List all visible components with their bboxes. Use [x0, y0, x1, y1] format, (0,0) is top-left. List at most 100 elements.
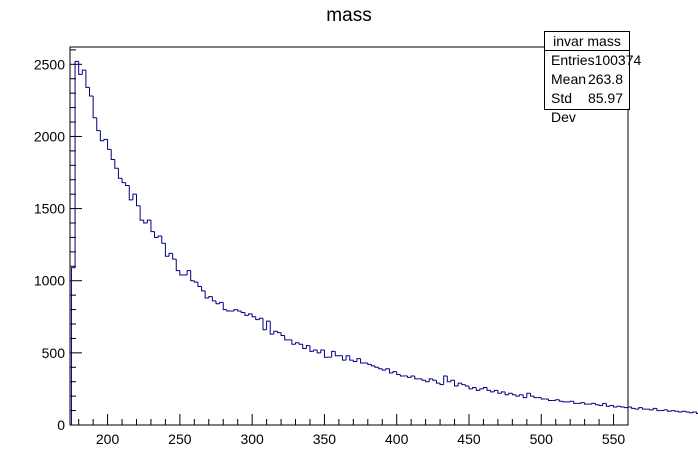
- stats-value-entries: 100374: [594, 52, 642, 68]
- histogram-bin: [193, 280, 198, 283]
- histogram-bin: [678, 411, 683, 413]
- histogram-bin: [70, 267, 76, 425]
- histogram-bin: [602, 402, 607, 406]
- y-tick-label: 500: [42, 345, 66, 361]
- histogram-bin: [692, 411, 697, 413]
- chart-title: mass: [326, 5, 371, 26]
- histogram-bin: [688, 412, 694, 414]
- x-tick-label: 300: [240, 431, 264, 447]
- histogram-bin: [305, 345, 310, 349]
- histogram-bin: [266, 320, 271, 330]
- histogram-bin: [248, 313, 253, 316]
- histogram-bin: [486, 387, 491, 391]
- histogram-bin: [208, 296, 213, 299]
- histogram-bin: [334, 351, 339, 357]
- histogram-bin: [670, 410, 675, 412]
- histogram-bin: [468, 386, 473, 390]
- histogram-bin: [352, 360, 357, 363]
- stats-row-entries: Entries 100374: [545, 51, 641, 70]
- histogram-bin: [547, 399, 553, 401]
- stats-label-stddev: Std Dev: [551, 90, 576, 125]
- histogram-bin: [399, 374, 404, 377]
- x-tick-label: 450: [457, 431, 481, 447]
- stats-box: invar mass Entries 100374 Mean 263.8 Std…: [544, 31, 641, 125]
- histogram-bin: [631, 406, 636, 409]
- histogram-bin: [273, 330, 278, 335]
- histogram-bin: [511, 393, 516, 396]
- histogram-bin: [175, 259, 180, 272]
- histogram-bin: [262, 318, 267, 331]
- histogram-bin: [255, 316, 260, 321]
- histogram-bin: [81, 69, 86, 75]
- histogram-bin: [425, 380, 430, 383]
- histogram-bin: [128, 185, 133, 201]
- histogram-bin: [125, 182, 130, 187]
- histogram-bin: [269, 321, 274, 335]
- histogram-bin: [663, 409, 668, 411]
- stats-label-entries: Entries: [551, 52, 595, 68]
- histogram-bin: [190, 270, 195, 282]
- y-tick-label: 0: [57, 417, 65, 433]
- stats-row-stddev: Std Dev 85.97: [545, 89, 629, 125]
- histogram-bin: [284, 335, 289, 341]
- histogram-bin: [356, 358, 361, 362]
- histogram-bin: [696, 412, 698, 414]
- histogram-bin: [276, 331, 282, 334]
- x-tick-label: 400: [385, 431, 409, 447]
- histogram-bin: [540, 397, 545, 400]
- histogram-bin: [573, 401, 578, 404]
- histogram-bin: [89, 87, 94, 97]
- histogram-bin: [139, 205, 144, 221]
- histogram-bin: [464, 384, 469, 387]
- histogram-bin: [594, 403, 600, 406]
- histogram-bin: [396, 371, 401, 376]
- histogram-bin: [233, 309, 238, 312]
- histogram-bin: [580, 402, 585, 404]
- histogram-bin: [345, 355, 350, 361]
- histogram-bin: [240, 311, 245, 313]
- histogram-bin: [685, 411, 690, 413]
- histogram-bin: [143, 220, 148, 224]
- histogram-bin: [501, 391, 506, 394]
- histogram-bin: [428, 378, 433, 382]
- histogram-bin: [349, 355, 354, 361]
- histogram-bin: [331, 350, 336, 358]
- histogram-bin: [341, 355, 347, 361]
- histogram-bin: [526, 392, 531, 398]
- histogram-bin: [370, 364, 376, 367]
- stats-value-mean: 263.8: [587, 71, 623, 87]
- stats-row-mean: Mean 263.8: [545, 70, 629, 89]
- histogram-bin: [291, 339, 296, 345]
- histogram-bin: [258, 317, 263, 320]
- histogram-bin: [164, 243, 170, 257]
- y-tick-label: 1000: [34, 273, 65, 289]
- x-tick-label: 500: [530, 431, 554, 447]
- x-tick-label: 550: [602, 431, 626, 447]
- histogram-bin: [605, 403, 610, 407]
- histogram-bin: [251, 313, 256, 318]
- histogram-bin: [360, 358, 365, 364]
- histogram-bin: [222, 302, 227, 311]
- histogram-bin: [157, 235, 162, 238]
- histogram-bin: [616, 405, 621, 407]
- histogram-bin: [179, 270, 184, 276]
- stats-value-stddev: 85.97: [587, 90, 623, 106]
- histogram-bin: [461, 383, 466, 386]
- x-axis: 200 250 300 350 400 450 500 550: [78, 414, 629, 447]
- histogram-bin: [609, 405, 614, 407]
- histogram-bin: [584, 402, 589, 405]
- histogram-bin: [110, 149, 115, 161]
- histogram-bin: [219, 301, 224, 304]
- histogram-bin: [378, 367, 383, 370]
- histogram-bin: [591, 402, 596, 405]
- histogram-bin: [674, 410, 679, 412]
- x-tick-label: 200: [96, 431, 120, 447]
- histogram-bin: [237, 309, 242, 312]
- histogram-bin: [555, 399, 560, 401]
- histogram-bin: [432, 378, 437, 381]
- histogram-bin: [446, 375, 451, 383]
- y-axis: 0 500 1000 1500 2000 2500: [34, 49, 82, 433]
- y-tick-label: 1500: [34, 201, 65, 217]
- histogram-bin: [641, 407, 647, 410]
